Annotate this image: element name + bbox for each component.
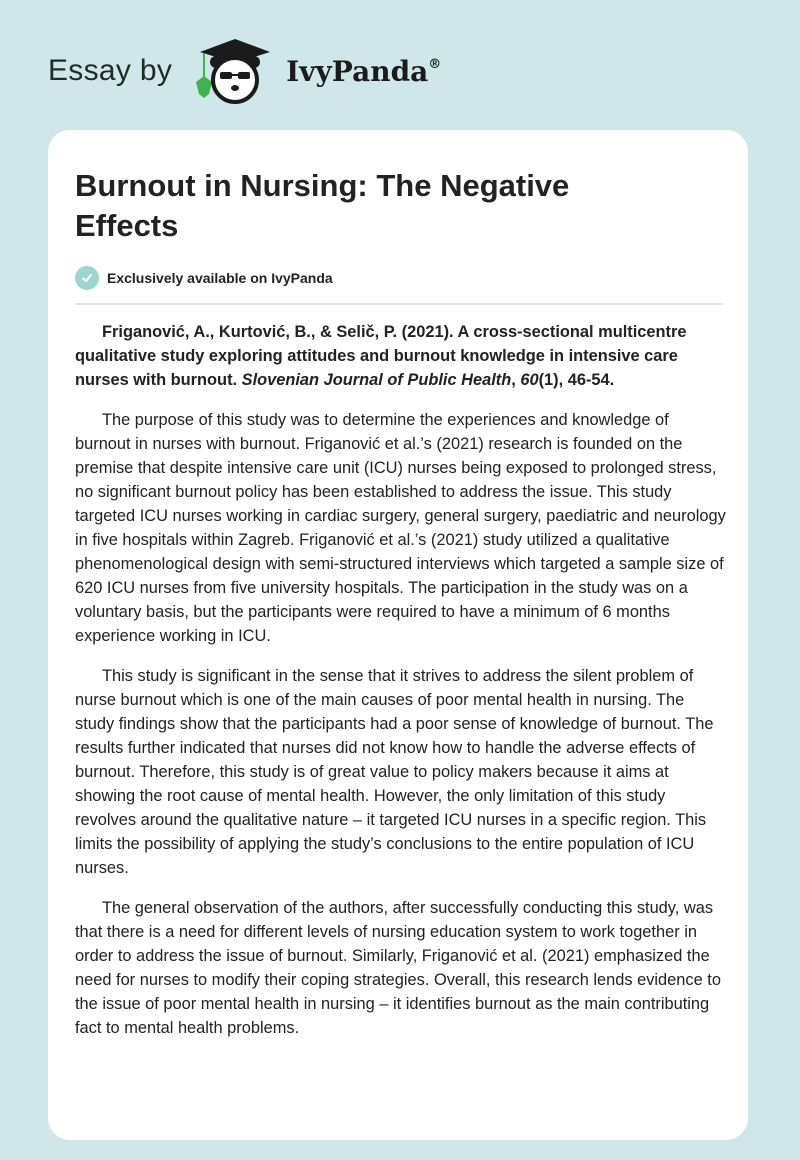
citation-issue-pages: (1), 46-54.: [538, 371, 615, 389]
citation-journal: Slovenian Journal of Public Health: [241, 371, 512, 389]
exclusive-label: Exclusively available on IvyPanda: [107, 270, 333, 286]
paragraph: This study is significant in the sense t…: [75, 667, 714, 877]
citation-volume: 60: [520, 371, 539, 389]
divider: [75, 303, 723, 305]
check-icon: [75, 266, 99, 290]
paragraph: The general observation of the authors, …: [75, 899, 721, 1037]
brand-name-text: IvyPanda: [286, 54, 429, 88]
essay-body: Friganović, A., Kurtović, B., & Selič, P…: [75, 320, 727, 1056]
exclusive-badge: Exclusively available on IvyPanda: [75, 266, 333, 290]
registered-mark: ®: [428, 56, 442, 72]
paragraph: The purpose of this study was to determi…: [75, 411, 726, 645]
brand-name: IvyPanda®: [286, 55, 441, 88]
panda-logo-icon: [196, 39, 271, 104]
page-title: Burnout in Nursing: The Negative Effects: [75, 168, 570, 243]
citation: Friganović, A., Kurtović, B., & Selič, P…: [75, 320, 727, 392]
brand-header[interactable]: Essay by IvyPanda®: [48, 36, 441, 106]
citation-authors-title: Friganović, A., Kurtović, B., & Selič, P…: [75, 323, 687, 389]
essay-card: Burnout in Nursing: The Negative Effects…: [48, 130, 748, 1140]
essay-by-label: Essay by: [48, 54, 173, 87]
citation-sep: ,: [511, 371, 521, 389]
